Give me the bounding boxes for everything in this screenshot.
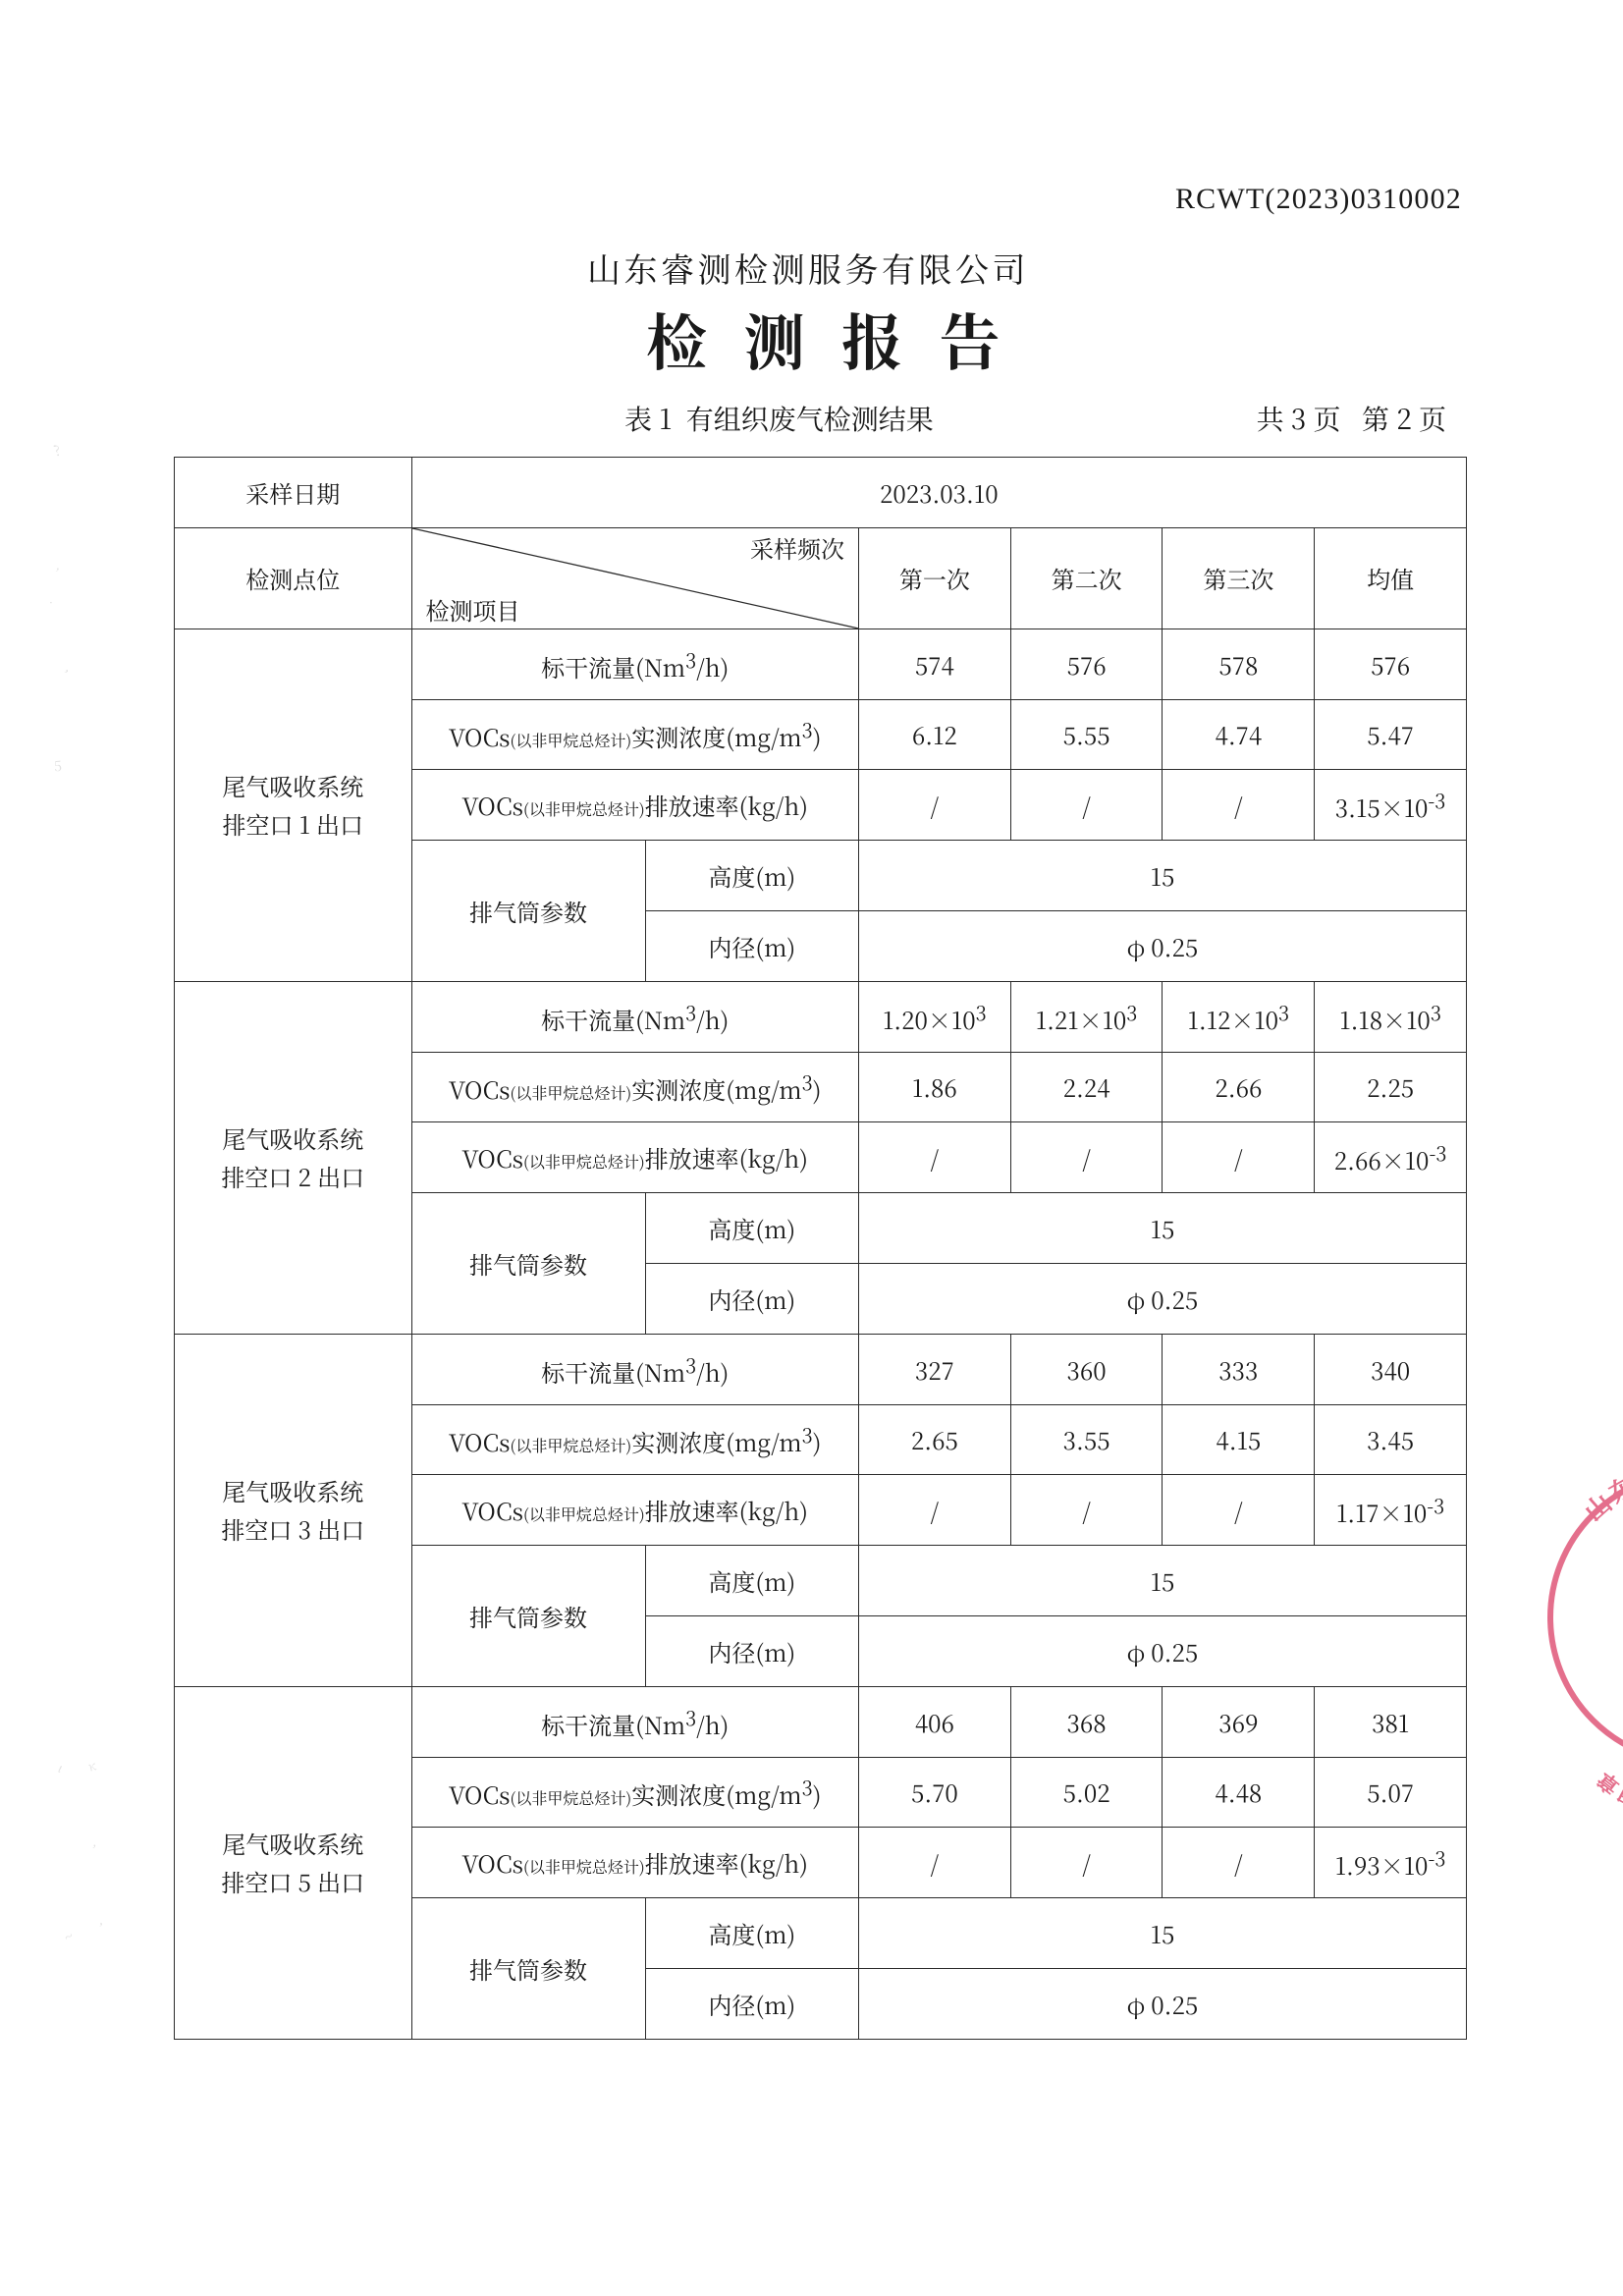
svg-text:山东睿测检测服务: 山东睿测检测服务 <box>1575 1449 1623 1528</box>
svg-text:有限公司检测专用章: 有限公司检测专用章 <box>1590 1765 1623 1809</box>
